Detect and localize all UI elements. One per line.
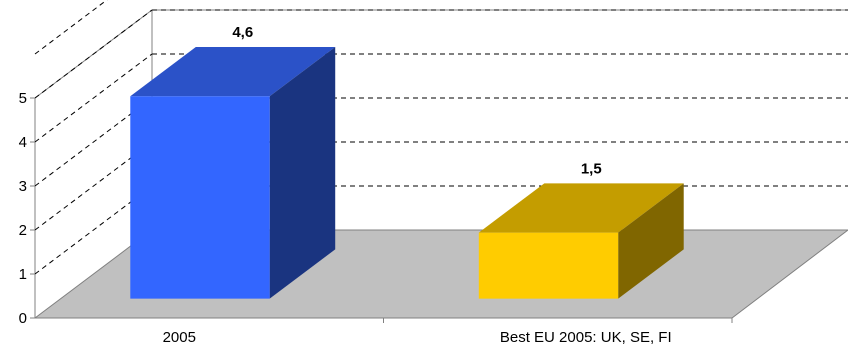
data-label: 4,6 <box>232 24 253 41</box>
bar-side <box>618 183 684 299</box>
y-tick-label: 0 <box>19 310 27 327</box>
y-tick-label: 4 <box>19 134 27 151</box>
data-label: 1,5 <box>581 160 602 177</box>
bar-front <box>130 96 270 299</box>
gridline-side <box>34 141 153 231</box>
category-label: 2005 <box>163 329 196 346</box>
bar-side <box>269 46 336 299</box>
bar-top <box>130 46 336 97</box>
y-tick-label: 1 <box>19 266 27 283</box>
y-tick-label: 5 <box>19 90 27 107</box>
gridline-side <box>34 97 153 187</box>
y-tick-label: 2 <box>19 222 27 239</box>
gridline-side <box>34 185 153 275</box>
gridline-side <box>34 0 108 55</box>
gridline-side <box>34 53 153 143</box>
y-tick-label: 3 <box>19 178 27 195</box>
gridline-side <box>34 9 153 99</box>
bar-top <box>478 183 684 233</box>
category-label: Best EU 2005: UK, SE, FI <box>500 329 672 346</box>
bar-front <box>478 232 619 299</box>
